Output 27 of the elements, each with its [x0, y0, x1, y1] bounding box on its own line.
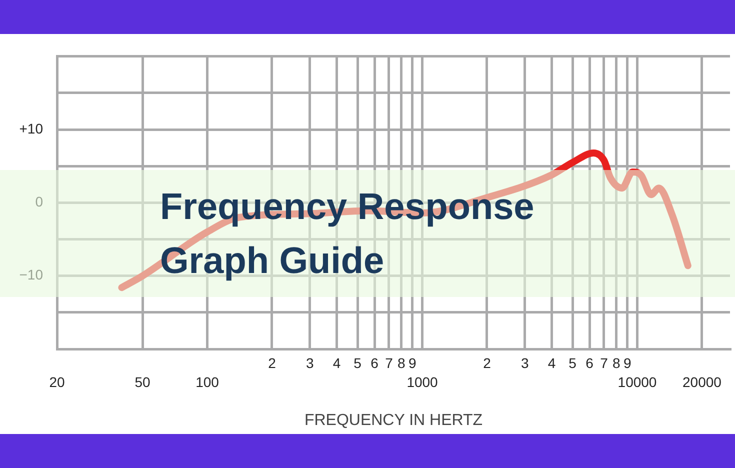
x-tick-label: 20000: [682, 374, 722, 390]
text: 9: [624, 354, 632, 371]
text: 9: [408, 354, 417, 371]
text: 2: [483, 354, 492, 371]
text: 7: [385, 354, 394, 371]
x-tick-label: 20: [49, 374, 65, 390]
x-tick-label: 1000: [406, 374, 438, 390]
text: 3: [306, 354, 314, 371]
x-tick-label: 10000: [618, 374, 657, 390]
text: 7: [600, 354, 608, 371]
text: 4: [332, 354, 341, 371]
text: 3: [520, 354, 529, 371]
text: 6: [586, 354, 594, 371]
text: 5: [354, 354, 362, 371]
y-tick-label: 0: [35, 194, 44, 210]
x-tick-label: 50: [134, 374, 151, 390]
text: 5: [568, 354, 577, 371]
text: 8: [398, 354, 406, 371]
text: 6: [370, 354, 379, 371]
y-tick-label: +10: [19, 120, 44, 136]
text: 2: [268, 354, 276, 371]
text: 8: [612, 354, 621, 371]
text: Frequency Response Graph Guide: [160, 185, 534, 283]
x-tick-label: 100: [196, 374, 220, 390]
y-tick-label: −10: [19, 266, 44, 283]
x-axis-title: FREQUENCY IN HERTZ: [304, 412, 483, 429]
text: 4: [548, 354, 556, 371]
